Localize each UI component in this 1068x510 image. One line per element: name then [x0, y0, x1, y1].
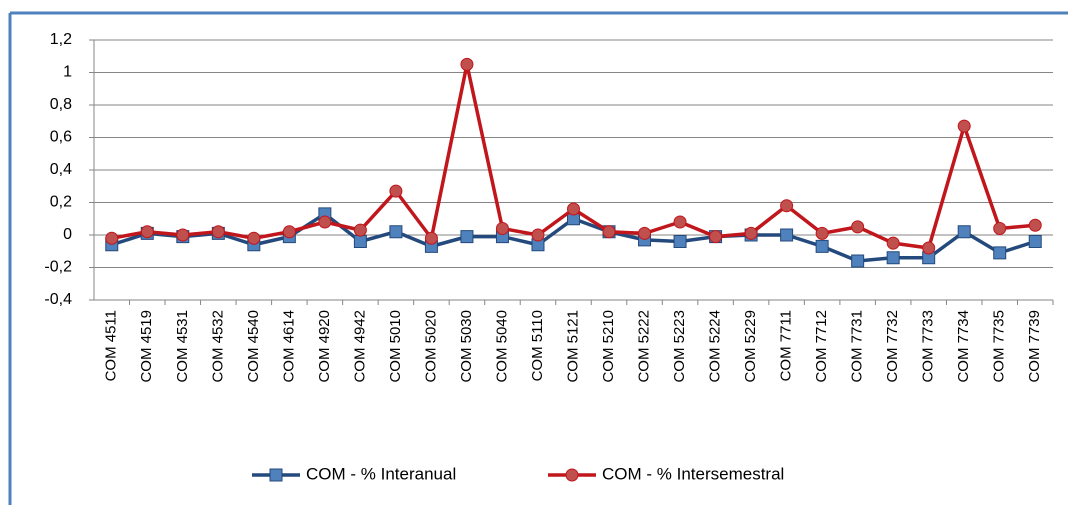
legend-label: COM - % Intersemestral — [602, 464, 784, 483]
marker — [993, 246, 1007, 260]
y-tick-label: 0,8 — [50, 96, 72, 113]
x-tick-label: COM 5110 — [529, 310, 546, 381]
marker — [353, 235, 367, 248]
marker — [673, 235, 687, 248]
x-tick-label: COM 5040 — [493, 310, 510, 383]
marker — [460, 230, 474, 244]
x-tick-label: COM 7733 — [920, 310, 937, 383]
x-tick-label: COM 5229 — [742, 310, 759, 383]
marker — [957, 225, 971, 239]
marker — [424, 231, 438, 245]
marker — [495, 222, 509, 235]
x-tick-label: COM 7731 — [849, 310, 866, 383]
x-tick-label: COM 4920 — [316, 310, 333, 383]
marker — [1028, 235, 1042, 248]
marker — [211, 225, 225, 239]
x-tick-label: COM 4540 — [245, 310, 262, 383]
marker — [780, 228, 794, 242]
x-tick-label: COM 4519 — [138, 310, 155, 383]
x-tick-label: COM 5020 — [422, 310, 439, 383]
y-tick-label: 1,2 — [50, 31, 72, 48]
marker — [282, 225, 296, 239]
marker — [176, 228, 190, 242]
marker — [318, 215, 332, 229]
x-tick-label: COM 5010 — [387, 310, 404, 383]
y-tick-label: 0,4 — [50, 161, 72, 178]
marker — [389, 225, 403, 239]
x-tick-label: COM 5121 — [564, 310, 581, 383]
x-tick-label: COM 7712 — [813, 310, 830, 383]
legend-marker — [269, 468, 283, 482]
marker — [815, 239, 829, 253]
x-tick-label: COM 7734 — [955, 310, 972, 383]
x-tick-label: COM 7732 — [884, 310, 901, 383]
x-tick-label: COM 7739 — [1026, 310, 1043, 383]
marker — [460, 57, 474, 71]
x-tick-label: COM 5223 — [671, 310, 688, 383]
y-tick-label: 1 — [63, 64, 72, 81]
y-tick-label: 0,2 — [50, 194, 72, 211]
marker — [1028, 218, 1042, 232]
marker — [993, 222, 1007, 235]
x-tick-label: COM 5224 — [707, 310, 724, 383]
x-tick-label: COM 4531 — [174, 310, 191, 383]
marker — [673, 215, 687, 229]
marker — [922, 241, 936, 255]
marker — [247, 231, 261, 245]
marker — [780, 199, 794, 213]
marker — [567, 202, 580, 216]
marker — [886, 236, 900, 250]
legend-marker — [565, 468, 579, 482]
x-tick-label: COM 4532 — [209, 310, 226, 383]
marker — [602, 225, 616, 239]
x-tick-label: COM 4614 — [280, 310, 297, 383]
x-tick-label: COM 4942 — [351, 310, 368, 383]
x-tick-label: COM 7735 — [991, 310, 1008, 383]
marker — [851, 220, 865, 234]
x-tick-label: COM 7711 — [778, 310, 795, 381]
x-tick-label: COM 5030 — [458, 310, 475, 383]
marker — [105, 231, 119, 245]
y-tick-label: -0,4 — [44, 291, 72, 308]
marker — [886, 251, 900, 265]
marker — [957, 119, 971, 133]
legend-label: COM - % Interanual — [306, 464, 456, 483]
y-tick-label: 0,6 — [50, 129, 72, 146]
marker — [638, 226, 652, 240]
y-tick-label: 0 — [63, 226, 72, 243]
y-tick-label: -0,2 — [44, 259, 72, 276]
marker — [389, 184, 403, 198]
marker — [744, 226, 758, 240]
x-tick-label: COM 5222 — [636, 310, 653, 383]
marker — [851, 254, 865, 268]
marker — [709, 230, 723, 244]
marker — [531, 228, 545, 242]
marker — [140, 225, 154, 239]
marker — [353, 223, 367, 237]
x-tick-label: COM 5210 — [600, 310, 617, 383]
marker — [815, 226, 829, 240]
x-tick-label: COM 4511 — [103, 310, 120, 381]
